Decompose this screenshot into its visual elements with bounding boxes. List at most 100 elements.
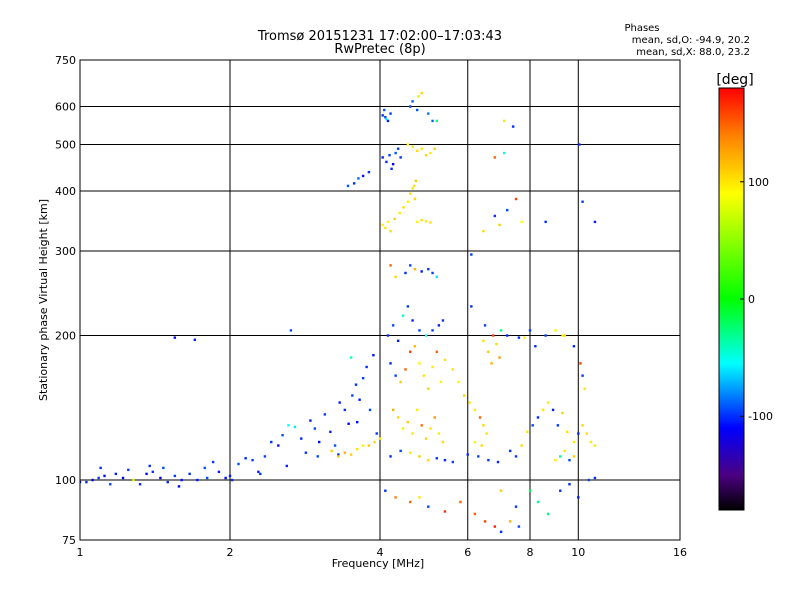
data-point (424, 220, 428, 223)
data-point (378, 437, 382, 440)
x-tick-label: 10 (571, 546, 585, 559)
data-point (493, 156, 497, 159)
data-point (285, 464, 288, 468)
data-point (385, 117, 388, 121)
data-point (526, 430, 529, 434)
data-point (577, 432, 580, 435)
data-point (468, 401, 471, 404)
data-point (391, 408, 395, 412)
data-point (415, 149, 419, 153)
data-point (354, 383, 358, 386)
data-point (506, 208, 509, 212)
data-point (583, 387, 586, 390)
data-point (388, 154, 391, 157)
data-point (352, 182, 356, 185)
chart-title: Tromsø 20151231 17:02:00–17:03:43 (257, 29, 502, 44)
data-point (551, 408, 555, 412)
data-point (559, 489, 562, 492)
data-point (470, 253, 473, 256)
data-point (385, 160, 388, 164)
data-point (418, 329, 421, 332)
data-point (457, 380, 460, 384)
data-point (309, 419, 312, 422)
data-point (259, 472, 262, 476)
data-point (561, 411, 564, 415)
data-point (435, 350, 438, 353)
data-point (381, 114, 384, 117)
data-point (478, 416, 482, 419)
y-tick-label: 200 (55, 330, 76, 343)
data-point (546, 512, 550, 516)
data-point (498, 223, 501, 227)
scatter-points (80, 91, 597, 534)
data-point (391, 162, 395, 166)
data-point (173, 474, 177, 478)
data-point (394, 374, 397, 377)
data-point (386, 334, 390, 337)
data-point (561, 334, 564, 337)
data-point (206, 476, 209, 480)
data-point (420, 147, 423, 150)
data-point (329, 430, 332, 434)
data-point (437, 432, 441, 435)
data-point (485, 432, 488, 435)
x-tick-label: 16 (673, 546, 687, 559)
data-point (361, 174, 365, 178)
data-point (483, 520, 487, 523)
data-point (508, 449, 512, 453)
data-point (490, 362, 493, 365)
data-point (418, 496, 421, 499)
phase-stats-heading: Phases (624, 23, 659, 34)
data-point (431, 329, 434, 332)
data-point (389, 112, 392, 115)
data-point (417, 95, 420, 98)
data-point (528, 489, 532, 492)
data-point (373, 440, 376, 444)
data-point (244, 457, 247, 460)
data-point (572, 455, 576, 458)
y-tick-label: 500 (55, 139, 76, 152)
y-axis-label: Stationary phase Virtual Height [km] (37, 199, 50, 401)
data-point (97, 476, 100, 480)
data-point (145, 472, 148, 476)
data-point (399, 380, 402, 384)
data-point (420, 218, 423, 222)
data-point (431, 119, 434, 123)
data-point (589, 440, 593, 444)
data-point (409, 192, 412, 195)
data-point (103, 474, 106, 478)
data-point (581, 200, 584, 203)
data-point (85, 480, 88, 484)
y-axis-ticks: 75 100 200 300 400 500 600 750 (55, 54, 76, 547)
data-point (343, 408, 347, 412)
data-point (196, 478, 199, 482)
data-point (356, 420, 359, 424)
data-point (228, 474, 232, 478)
data-point (293, 425, 297, 429)
data-point (384, 489, 387, 492)
data-point (383, 108, 386, 112)
data-point (593, 444, 597, 447)
data-point (424, 437, 428, 440)
y-tick-label: 100 (55, 474, 76, 487)
data-point (372, 354, 375, 357)
data-point (422, 374, 426, 377)
data-point (166, 480, 169, 484)
data-point (420, 91, 423, 95)
data-point (412, 184, 416, 188)
data-point (313, 427, 317, 430)
y-tick-label: 400 (55, 185, 76, 198)
data-point (173, 336, 177, 339)
data-point (429, 427, 432, 430)
data-point (281, 433, 284, 437)
data-point (411, 145, 414, 148)
data-point (587, 478, 591, 482)
data-point (99, 466, 102, 470)
data-point (367, 170, 371, 174)
data-point (462, 394, 466, 397)
data-point (431, 271, 434, 275)
data-point (514, 505, 518, 508)
phase-stats-o: mean, sd,O: -94.9, 20.2 (632, 35, 750, 46)
data-point (263, 455, 267, 458)
